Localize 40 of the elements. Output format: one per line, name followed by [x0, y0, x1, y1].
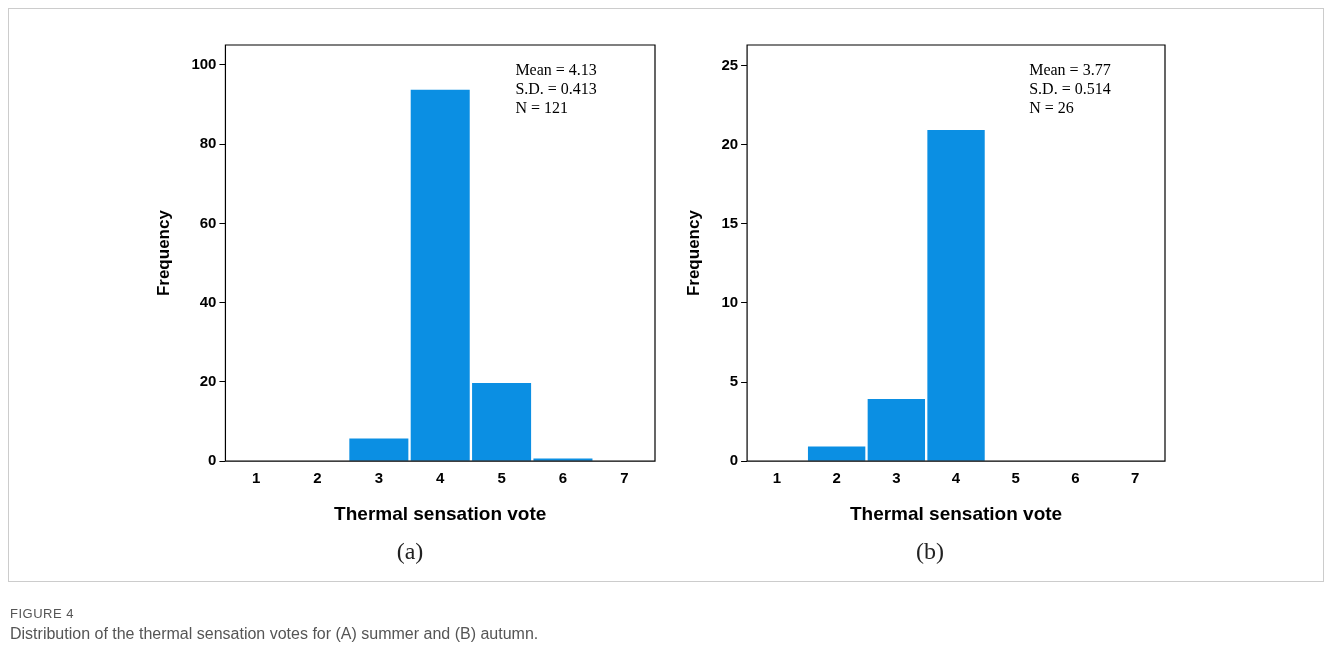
annotation: S.D. = 0.413: [515, 80, 597, 98]
annotation: N = 26: [1029, 99, 1074, 117]
x-tick-label: 2: [313, 469, 322, 487]
annotation: Mean = 3.77: [1029, 61, 1111, 79]
y-tick-label: 0: [208, 451, 217, 469]
x-axis-title: Thermal sensation vote: [334, 502, 547, 524]
x-tick-label: 7: [1130, 469, 1140, 487]
y-tick-label: 20: [199, 372, 217, 390]
y-axis-title: Frequency: [153, 209, 173, 297]
y-tick-label: 40: [199, 292, 217, 310]
x-tick-label: 6: [558, 469, 568, 487]
y-tick-label: 80: [199, 134, 217, 152]
y-tick-label: 0: [729, 451, 739, 469]
x-tick-label: 1: [251, 469, 261, 487]
x-tick-label: 5: [497, 469, 506, 487]
annotation: Mean = 4.13: [515, 61, 597, 79]
x-axis-title: Thermal sensation vote: [849, 502, 1063, 524]
x-tick-label: 5: [1011, 469, 1020, 487]
y-tick-label: 10: [721, 293, 739, 311]
x-tick-label: 3: [374, 469, 384, 487]
x-tick-label: 1: [772, 469, 782, 487]
text: FIGURE 4: [10, 606, 75, 621]
y-tick-label: 100: [191, 54, 217, 72]
y-tick-label: 20: [721, 134, 739, 152]
text: Distribution of the thermal sensation votes for (A) summer and (B) autumn.: [10, 625, 539, 643]
x-tick-label: 4: [436, 469, 446, 487]
x-tick-label: 3: [892, 469, 901, 487]
x-tick-label: 4: [951, 469, 961, 487]
y-tick-label: 5: [729, 372, 739, 390]
x-tick-label: 2: [832, 469, 841, 487]
y-tick-label: 15: [721, 213, 739, 231]
y-tick-label: 25: [721, 55, 739, 73]
y-tick-label: 60: [199, 213, 217, 231]
y-axis-title: Frequency: [683, 209, 703, 297]
annotation: S.D. = 0.514: [1029, 80, 1111, 98]
text: (a): [395, 538, 425, 565]
x-tick-label: 7: [620, 469, 629, 487]
annotation: N = 121: [515, 99, 568, 117]
x-tick-label: 6: [1071, 469, 1080, 487]
text: (b): [915, 538, 945, 565]
